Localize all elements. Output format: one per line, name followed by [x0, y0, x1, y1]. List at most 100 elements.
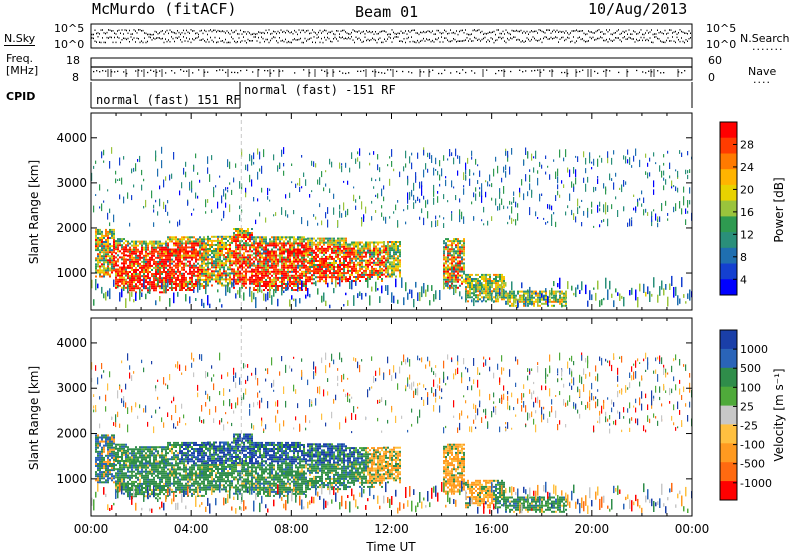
- data-cell: [481, 290, 483, 293]
- data-cell: [353, 253, 355, 256]
- data-cell: [393, 257, 395, 260]
- data-cell: [103, 251, 105, 254]
- data-cell: [459, 274, 461, 277]
- data-cell: [133, 248, 135, 251]
- data-cell: [327, 257, 329, 260]
- data-cell: [271, 270, 273, 273]
- data-cell: [259, 258, 261, 261]
- data-cell: [175, 283, 177, 285]
- data-cell: [499, 278, 501, 280]
- data-cell: [451, 260, 453, 263]
- data-cell: [367, 245, 369, 248]
- data-cell: [271, 250, 273, 253]
- data-cell: [319, 239, 321, 242]
- data-cell: [453, 254, 455, 257]
- data-cell: [119, 178, 121, 181]
- data-cell: [353, 295, 355, 306]
- data-cell: [103, 241, 105, 243]
- data-cell: [135, 266, 137, 269]
- data-cell: [347, 249, 349, 252]
- data-cell: [301, 236, 303, 239]
- data-cell: [269, 238, 271, 241]
- data-cell: [157, 250, 159, 253]
- data-cell: [329, 270, 331, 273]
- data-cell: [453, 258, 455, 261]
- data-cell: [341, 213, 343, 218]
- data-cell: [159, 256, 161, 259]
- data-cell: [171, 238, 173, 241]
- data-cell: [211, 239, 213, 242]
- data-cell: [317, 264, 319, 266]
- data-cell: [377, 288, 379, 291]
- data-cell: [225, 280, 227, 283]
- data-cell: [379, 267, 381, 270]
- data-cell: [393, 255, 395, 258]
- data-cell: [275, 246, 277, 249]
- data-cell: [105, 273, 107, 276]
- data-cell: [353, 245, 355, 248]
- data-cell: [197, 250, 199, 253]
- data-cell: [207, 295, 209, 306]
- data-cell: [483, 273, 485, 276]
- data-cell: [379, 269, 381, 272]
- data-cell: [105, 259, 107, 262]
- data-cell: [477, 283, 479, 288]
- data-cell: [131, 244, 133, 247]
- data-cell: [335, 278, 337, 281]
- data-cell: [375, 179, 377, 182]
- data-cell: [159, 258, 161, 261]
- data-cell: [117, 278, 119, 281]
- data-cell: [241, 228, 243, 230]
- data-cell: [477, 296, 479, 299]
- data-cell: [389, 257, 391, 260]
- data-cell: [227, 274, 229, 277]
- data-cell: [113, 255, 115, 258]
- data-cell: [309, 276, 311, 279]
- data-cell: [305, 264, 307, 267]
- data-cell: [281, 207, 283, 215]
- data-cell: [205, 278, 207, 281]
- data-cell: [357, 269, 359, 272]
- data-cell: [505, 302, 507, 305]
- data-cell: [489, 282, 491, 285]
- nave-sample: [576, 71, 578, 73]
- data-cell: [265, 236, 267, 239]
- data-cell: [341, 264, 343, 266]
- data-cell: [263, 246, 265, 249]
- data-cell: [371, 276, 373, 278]
- data-cell: [123, 250, 125, 253]
- data-cell: [469, 280, 471, 282]
- data-cell: [295, 272, 297, 275]
- data-cell: [99, 253, 101, 256]
- data-cell: [309, 266, 311, 268]
- data-cell: [369, 276, 371, 278]
- data-cell: [203, 252, 205, 255]
- data-cell: [251, 254, 253, 257]
- data-cell: [249, 276, 251, 279]
- data-cell: [457, 278, 459, 281]
- data-cell: [373, 151, 375, 155]
- data-cell: [203, 262, 205, 265]
- data-cell: [235, 250, 237, 253]
- data-cell: [495, 286, 497, 289]
- data-cell: [303, 172, 305, 177]
- data-cell: [337, 241, 339, 244]
- data-cell: [345, 257, 347, 260]
- data-cell: [145, 277, 147, 280]
- data-cell: [393, 269, 395, 272]
- data-cell: [251, 238, 253, 241]
- data-cell: [285, 242, 287, 245]
- data-cell: [111, 271, 113, 274]
- data-cell: [239, 266, 241, 269]
- data-cell: [281, 254, 283, 257]
- data-cell: [129, 266, 131, 269]
- data-cell: [119, 244, 121, 247]
- data-cell: [209, 246, 211, 248]
- data-cell: [489, 290, 491, 293]
- data-cell: [231, 268, 233, 271]
- data-cell: [289, 244, 291, 247]
- data-cell: [241, 260, 243, 263]
- data-cell: [165, 250, 167, 253]
- data-cell: [197, 172, 199, 175]
- data-cell: [127, 275, 129, 278]
